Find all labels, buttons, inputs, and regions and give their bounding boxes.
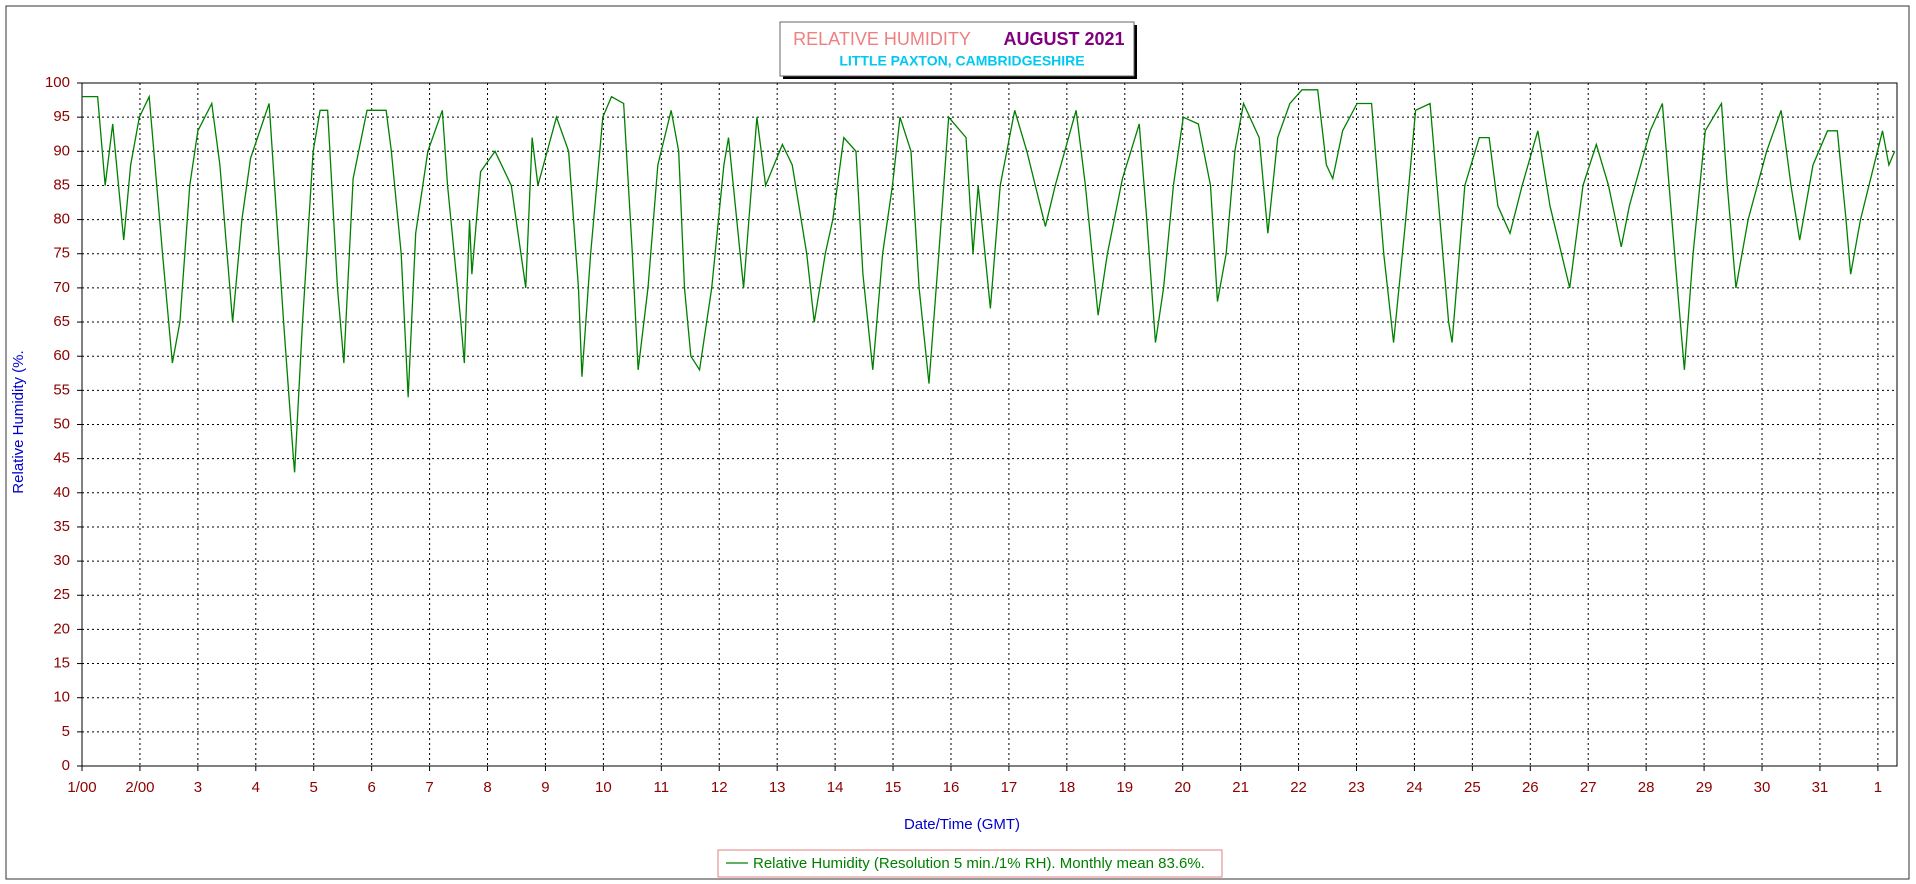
y-tick-label: 5 <box>62 723 70 740</box>
chart-frame <box>5 5 1910 880</box>
y-tick-label: 40 <box>53 484 70 501</box>
x-tick-label: 2/00 <box>125 779 154 796</box>
x-tick-label: 21 <box>1232 779 1249 796</box>
y-tick-label: 30 <box>53 552 70 569</box>
x-tick-label: 12 <box>711 779 728 796</box>
y-tick-label: 45 <box>53 450 70 467</box>
x-tick-label: 6 <box>367 779 375 796</box>
y-tick-label: 10 <box>53 689 70 706</box>
legend-box <box>717 849 1223 878</box>
x-tick-label: 29 <box>1696 779 1713 796</box>
legend-label: Relative Humidity (Resolution 5 min./1% … <box>753 855 1205 872</box>
x-tick-label: 8 <box>483 779 491 796</box>
x-tick-label: 15 <box>885 779 902 796</box>
y-tick-label: 15 <box>53 655 70 672</box>
y-tick-label: 65 <box>53 313 70 330</box>
x-tick-label: 9 <box>541 779 549 796</box>
y-tick-label: 70 <box>53 279 70 296</box>
x-tick-label: 30 <box>1754 779 1771 796</box>
x-axis-label: Date/Time (GMT) <box>904 816 1020 833</box>
x-tick-label: 5 <box>310 779 318 796</box>
title-box <box>779 21 1135 77</box>
y-tick-label: 90 <box>53 142 70 159</box>
x-tick-label: 20 <box>1174 779 1191 796</box>
y-tick-label: 0 <box>62 757 70 774</box>
x-tick-label: 16 <box>943 779 960 796</box>
x-tick-label: 14 <box>827 779 844 796</box>
x-tick-label: 10 <box>595 779 612 796</box>
x-tick-label: 7 <box>425 779 433 796</box>
x-tick-label: 13 <box>769 779 786 796</box>
x-tick-label: 11 <box>654 779 670 796</box>
x-tick-label: 18 <box>1058 779 1075 796</box>
x-tick-label: 31 <box>1812 779 1829 796</box>
y-tick-label: 35 <box>53 518 70 535</box>
x-tick-label: 28 <box>1638 779 1655 796</box>
y-tick-label: 20 <box>53 620 70 637</box>
y-tick-label: 75 <box>53 245 70 262</box>
x-tick-label: 4 <box>252 779 260 796</box>
y-tick-label: 95 <box>53 108 70 125</box>
chart-title-date: AUGUST 2021 <box>1003 29 1124 49</box>
y-tick-label: 80 <box>53 211 70 228</box>
x-tick-label: 1 <box>1874 779 1882 796</box>
y-axis-label: Relative Humidity (%. <box>10 350 27 493</box>
y-tick-label: 60 <box>53 347 70 364</box>
y-tick-label: 25 <box>53 586 70 603</box>
humidity-line <box>82 89 1896 473</box>
x-tick-label: 23 <box>1348 779 1365 796</box>
y-tick-label: 55 <box>53 381 70 398</box>
x-tick-label: 26 <box>1522 779 1539 796</box>
x-tick-label: 24 <box>1406 779 1423 796</box>
chart-title: RELATIVE HUMIDITY <box>793 29 971 49</box>
x-tick-label: 1/00 <box>67 779 96 796</box>
chart-subtitle: LITTLE PAXTON, CAMBRIDGESHIRE <box>839 53 1084 69</box>
y-tick-label: 100 <box>45 74 70 91</box>
y-tick-label: 85 <box>53 176 70 193</box>
x-tick-label: 25 <box>1464 779 1481 796</box>
x-tick-label: 22 <box>1290 779 1307 796</box>
x-tick-label: 3 <box>194 779 202 796</box>
y-tick-label: 50 <box>53 415 70 432</box>
x-tick-label: 17 <box>1001 779 1018 796</box>
x-tick-label: 27 <box>1580 779 1597 796</box>
x-tick-label: 19 <box>1116 779 1133 796</box>
